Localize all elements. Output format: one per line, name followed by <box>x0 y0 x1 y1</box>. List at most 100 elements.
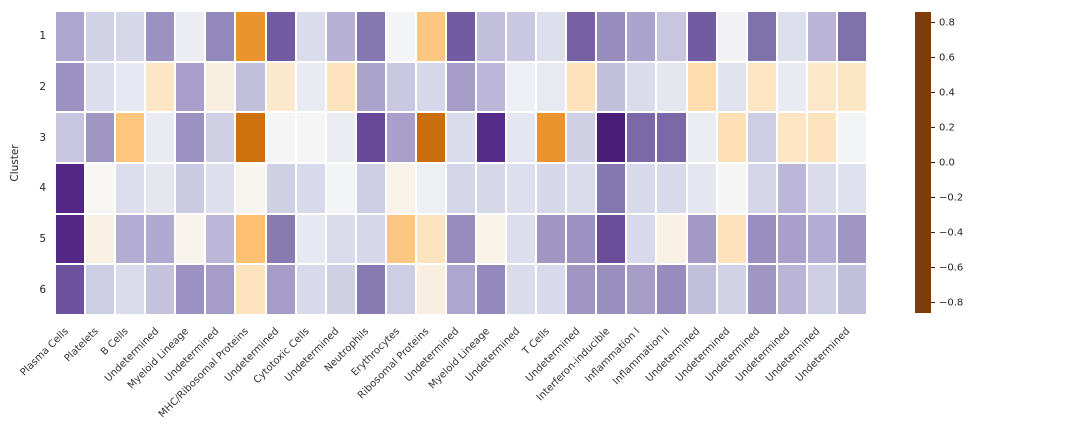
heatmap-cell <box>446 214 476 264</box>
heatmap-cell <box>687 164 716 213</box>
heatmap-cell <box>326 265 355 314</box>
heatmap-cell <box>687 113 716 162</box>
heatmap-cell <box>356 265 385 314</box>
heatmap-cell <box>597 265 626 314</box>
colorbar-tick-mark <box>931 126 935 129</box>
heatmap-cell <box>206 164 235 213</box>
heatmap-cell <box>86 214 115 264</box>
heatmap-cell <box>657 214 686 264</box>
heatmap-cell <box>146 62 175 112</box>
heatmap-cell <box>116 164 145 213</box>
heatmap-grid <box>56 12 866 314</box>
heatmap-cell <box>777 113 806 162</box>
heatmap-cell <box>627 62 656 112</box>
heatmap-cell <box>266 164 295 213</box>
heatmap-cell <box>86 164 115 213</box>
heatmap-cell <box>837 214 866 264</box>
heatmap-cell <box>807 62 836 112</box>
colorbar-tick-mark <box>931 91 935 94</box>
heatmap-cell <box>266 12 295 61</box>
heatmap-cell <box>326 214 355 264</box>
heatmap-cell <box>206 62 235 112</box>
heatmap-cell <box>296 12 325 61</box>
y-axis-label: Cluster <box>9 144 21 182</box>
heatmap-cell <box>116 265 145 314</box>
heatmap-cell <box>176 62 205 112</box>
heatmap-cell <box>687 12 716 61</box>
heatmap-cell <box>446 62 476 112</box>
heatmap-cell <box>236 62 265 112</box>
x-tick-label: Plasma Cells <box>18 326 71 379</box>
heatmap-cell <box>356 164 385 213</box>
colorbar-tick-label: 0.2 <box>939 122 955 133</box>
colorbar-tick-mark <box>931 21 935 24</box>
heatmap-cell <box>747 265 776 314</box>
heatmap-cell <box>56 62 85 112</box>
heatmap-cell <box>56 265 85 314</box>
y-tick-label: 1 <box>39 30 46 43</box>
heatmap-cell <box>146 113 175 162</box>
heatmap-cell <box>567 164 596 213</box>
heatmap-cell <box>717 12 746 61</box>
heatmap-cell <box>837 12 866 61</box>
heatmap-cell <box>56 214 85 264</box>
heatmap-cell <box>777 265 806 314</box>
heatmap-cell <box>326 113 355 162</box>
heatmap-cell <box>356 113 385 162</box>
colorbar-tick-label: 0.0 <box>939 157 955 168</box>
heatmap-cell <box>116 62 145 112</box>
heatmap-cell <box>446 12 476 61</box>
heatmap-cell <box>206 113 235 162</box>
heatmap-cell <box>386 62 415 112</box>
heatmap-cell <box>176 113 205 162</box>
heatmap-cell <box>236 113 265 162</box>
heatmap-cell <box>807 113 836 162</box>
heatmap-cell <box>687 214 716 264</box>
heatmap-cell <box>446 265 476 314</box>
heatmap-cell <box>416 12 445 61</box>
heatmap-cell <box>86 62 115 112</box>
heatmap-cell <box>386 12 415 61</box>
heatmap-cell <box>717 113 746 162</box>
x-tick-label: Undetermined <box>463 326 522 385</box>
heatmap-cell <box>236 265 265 314</box>
heatmap-cell <box>597 113 626 162</box>
heatmap-cell <box>597 12 626 61</box>
heatmap-cell <box>627 214 656 264</box>
y-tick-label: 2 <box>39 81 46 93</box>
heatmap-cell <box>717 214 746 264</box>
heatmap-cell <box>507 214 536 264</box>
heatmap-cell <box>837 62 866 112</box>
heatmap-cell <box>777 164 806 213</box>
heatmap-cell <box>597 62 626 112</box>
colorbar-tick-mark <box>931 301 935 304</box>
colorbar-tick-label: 0.6 <box>939 52 955 63</box>
heatmap-cell <box>567 62 596 112</box>
heatmap-cell <box>116 214 145 264</box>
x-tick-label: Undetermined <box>794 326 853 385</box>
heatmap-cell <box>807 164 836 213</box>
heatmap-cell <box>176 214 205 264</box>
heatmap-cell <box>747 214 776 264</box>
heatmap-cell <box>807 214 836 264</box>
heatmap-cell <box>206 265 235 314</box>
heatmap-cell <box>176 265 205 314</box>
heatmap-cell <box>507 12 536 61</box>
heatmap-cell <box>176 164 205 213</box>
heatmap-cell <box>477 62 506 112</box>
heatmap-cell <box>687 62 716 112</box>
colorbar-tick-mark <box>931 161 935 164</box>
heatmap-cell <box>326 62 355 112</box>
y-tick-label: 6 <box>39 283 46 296</box>
heatmap-cell <box>747 164 776 213</box>
heatmap-cell <box>296 113 325 162</box>
heatmap-cell <box>777 62 806 112</box>
heatmap-cell <box>477 12 506 61</box>
heatmap-cell <box>627 113 656 162</box>
heatmap-cell <box>537 62 566 112</box>
x-tick-label: Undetermined <box>403 326 462 385</box>
heatmap-cell <box>537 12 566 61</box>
heatmap-cell <box>837 265 866 314</box>
heatmap-cell <box>146 265 175 314</box>
heatmap-cell <box>236 214 265 264</box>
